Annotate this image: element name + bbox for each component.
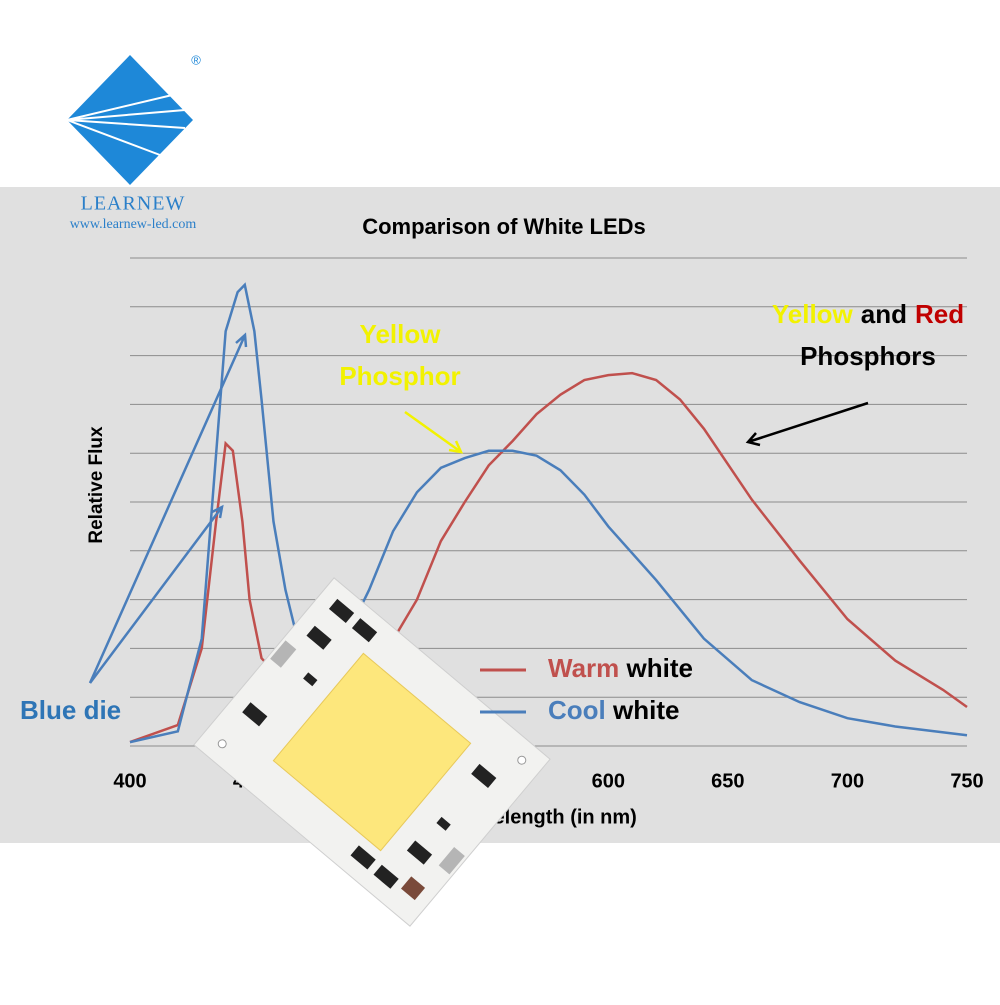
annotation-text: Red xyxy=(915,299,964,329)
x-tick-label: 400 xyxy=(113,770,146,792)
annotation: Phosphor xyxy=(339,361,460,391)
series-line xyxy=(129,371,968,744)
series-line xyxy=(129,282,968,744)
x-tick-label: 600 xyxy=(592,770,625,792)
annotation-text: Yellow xyxy=(772,299,854,329)
legend-label: Warm white xyxy=(548,653,693,683)
logo-diamond xyxy=(66,55,193,185)
x-tick-label: 700 xyxy=(831,770,864,792)
x-tick-label: 650 xyxy=(711,770,744,792)
annotation-text: Yellow xyxy=(360,319,442,349)
annotation: Yellow and Red xyxy=(772,299,964,329)
annotation-text: and xyxy=(861,299,907,329)
annotation-text: Phosphors xyxy=(800,341,936,371)
annotation: Blue die xyxy=(20,695,121,725)
annotation-text: Blue die xyxy=(20,695,121,725)
brand-name: LEARNEW xyxy=(81,193,186,215)
y-axis-label: Relative Flux xyxy=(86,426,107,544)
annotation: Yellow xyxy=(360,319,442,349)
cob-chip xyxy=(193,577,551,927)
legend-label: Cool white xyxy=(548,695,679,725)
x-tick-label: 750 xyxy=(950,770,983,792)
registered-mark: ® xyxy=(191,52,201,67)
overlay: Warm white Cool white Blue die Yellow Phosph… xyxy=(20,299,964,725)
annotation: Phosphors xyxy=(800,341,936,371)
annotation-text: Phosphor xyxy=(339,361,460,391)
brand-url: www.learnew-led.com xyxy=(70,217,197,232)
annotation-arrows xyxy=(88,332,869,684)
chart-title: Comparison of White LEDs xyxy=(362,214,646,239)
